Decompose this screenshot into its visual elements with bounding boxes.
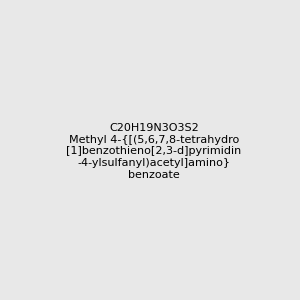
Text: C20H19N3O3S2
Methyl 4-{[(5,6,7,8-tetrahydro
[1]benzothieno[2,3-d]pyrimidin
-4-yl: C20H19N3O3S2 Methyl 4-{[(5,6,7,8-tetrahy… <box>66 123 242 180</box>
